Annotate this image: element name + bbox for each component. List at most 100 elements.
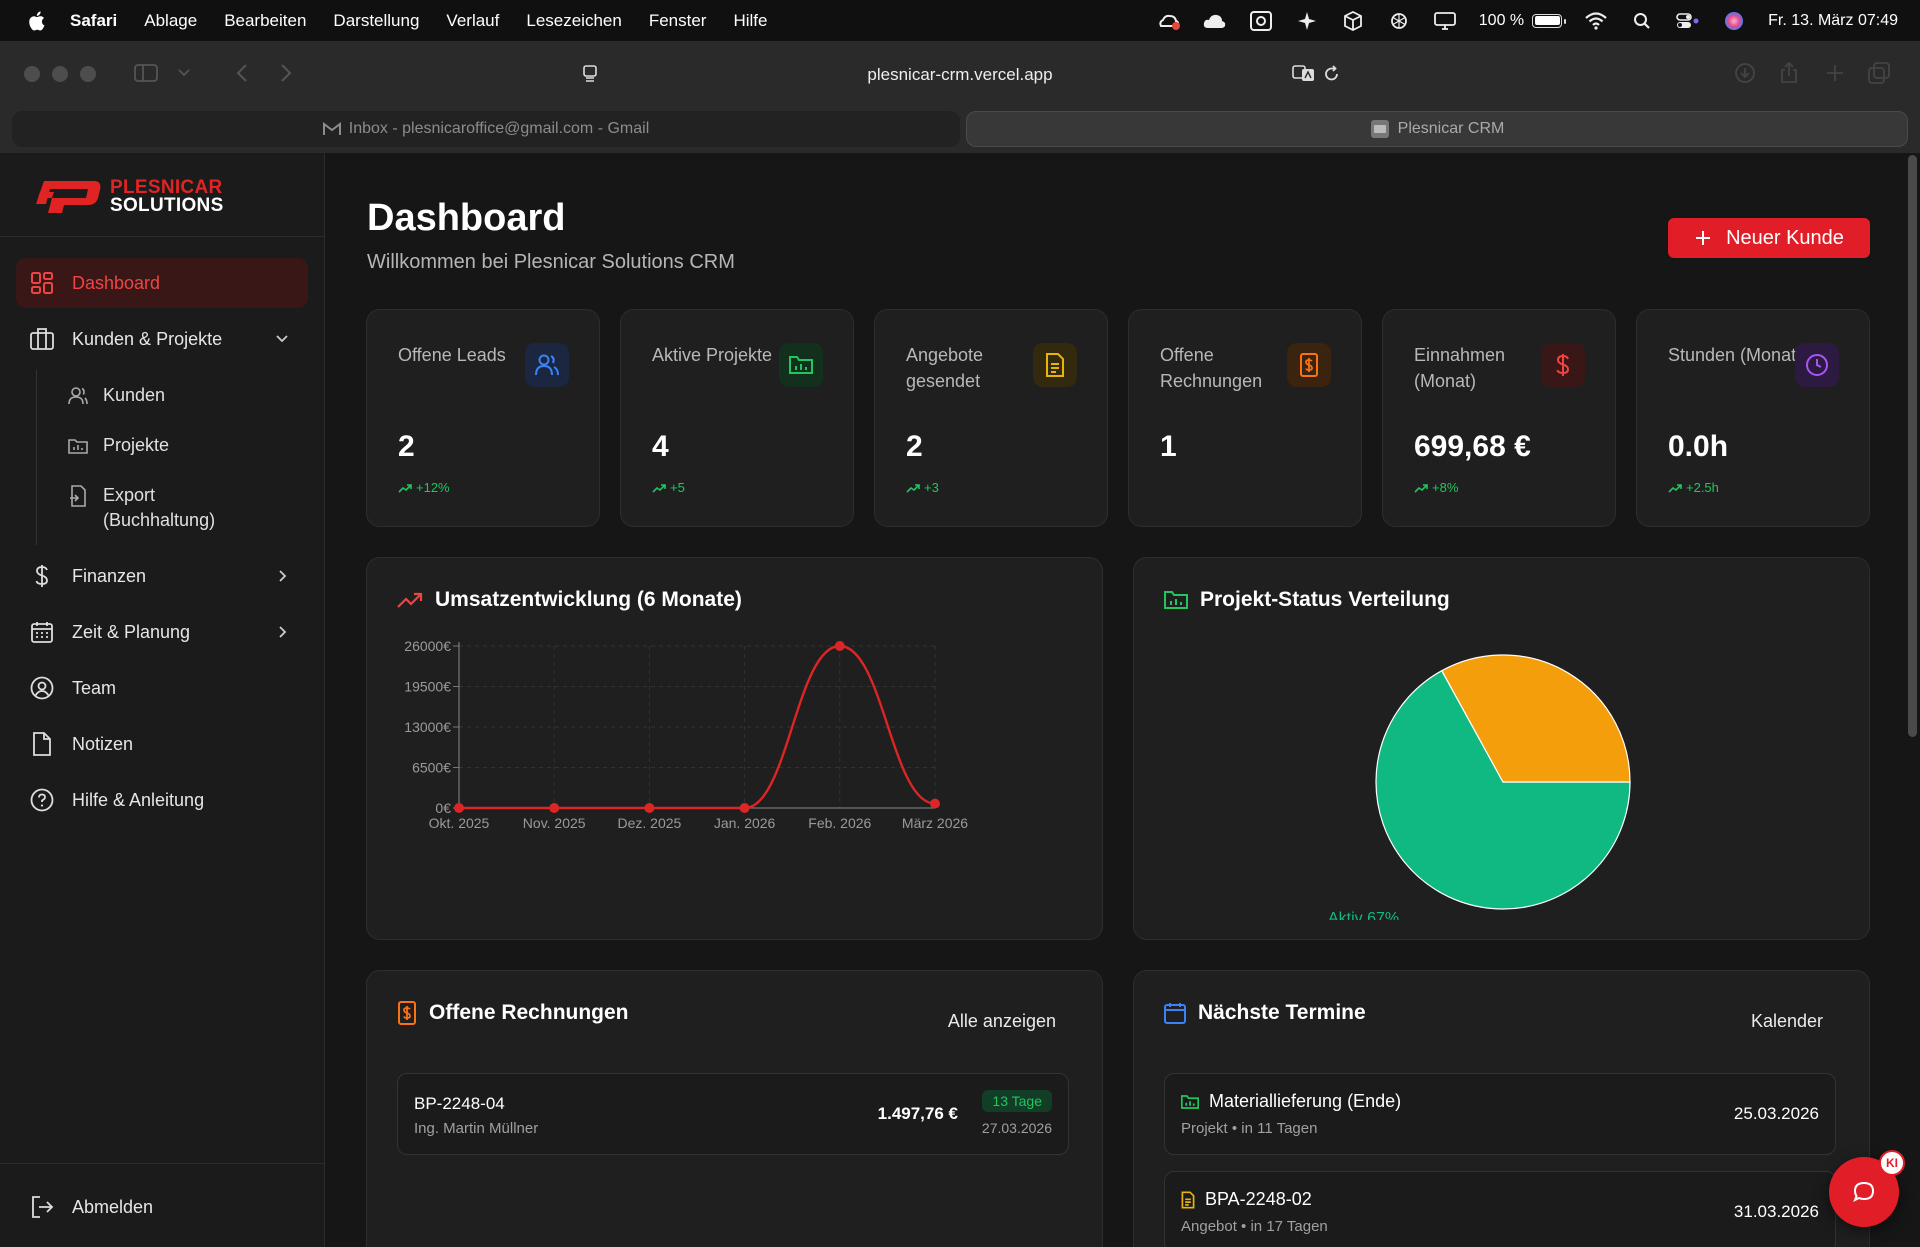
sidebar-item-notizen[interactable]: Notizen — [16, 719, 308, 769]
menu-bearbeiten[interactable]: Bearbeiten — [224, 10, 307, 30]
revenue-line-chart[interactable]: 0€ 6500€ 13000€ 19500€ 26000€ Okt. 2025 Nov. 2… — [367, 558, 1103, 940]
minimize-window-button[interactable] — [52, 66, 68, 82]
downloads-icon[interactable] — [1733, 62, 1757, 84]
event-meta: Angebot • in 17 Tagen — [1181, 1218, 1328, 1235]
apple-icon[interactable] — [26, 10, 46, 32]
stat-card-angebote[interactable]: Angebote gesendet 2 +3 — [874, 309, 1108, 527]
x-tick-label: Dez. 2025 — [617, 815, 681, 831]
users-icon — [525, 343, 569, 387]
close-window-button[interactable] — [24, 66, 40, 82]
event-row[interactable]: Materiallieferung (Ende) Projekt • in 11… — [1164, 1073, 1836, 1155]
spotlight-search-icon[interactable] — [1630, 11, 1654, 31]
sidebar-item-kunden-projekte[interactable]: Kunden & Projekte — [16, 314, 308, 364]
wifi-icon[interactable] — [1584, 11, 1608, 31]
forward-icon[interactable] — [274, 62, 298, 84]
sidebar: PLESNICAR SOLUTIONS Dashboard Kunden & P… — [0, 153, 325, 1247]
page-scrollbar[interactable] — [1908, 155, 1917, 737]
back-icon[interactable] — [230, 62, 254, 84]
sidebar-toggle-icon[interactable] — [134, 62, 158, 84]
menu-ablage[interactable]: Ablage — [144, 10, 198, 30]
reader-icon[interactable] — [578, 62, 602, 84]
translate-icon[interactable] — [1292, 62, 1316, 84]
folder-chart-icon — [779, 343, 823, 387]
screenshot-icon[interactable] — [1249, 10, 1273, 31]
invoices-title: Offene Rechnungen — [429, 1001, 629, 1024]
brand-logo[interactable]: PLESNICAR SOLUTIONS — [34, 178, 224, 216]
tab-gmail[interactable]: Inbox - plesnicaroffice@gmail.com - Gmai… — [12, 111, 960, 147]
data-point — [549, 803, 560, 813]
new-customer-button[interactable]: Neuer Kunde — [1668, 218, 1870, 258]
zoom-window-button[interactable] — [80, 66, 96, 82]
menu-verlauf[interactable]: Verlauf — [446, 10, 500, 30]
stat-label: Einnahmen (Monat) — [1414, 345, 1506, 391]
box-icon[interactable] — [1341, 10, 1365, 31]
sidebar-item-label: Kunden & Projekte — [72, 328, 223, 349]
folder-chart-icon — [67, 435, 89, 457]
show-all-invoices-link[interactable]: Alle anzeigen — [947, 1011, 1056, 1031]
menu-clock[interactable]: Fr. 13. März 07:49 — [1768, 11, 1898, 29]
data-point — [644, 803, 655, 813]
menu-hilfe[interactable]: Hilfe — [733, 10, 768, 30]
sidebar-item-export[interactable]: Export (Buchhaltung) — [51, 470, 308, 545]
chevron-down-icon — [276, 335, 288, 343]
menu-app-name[interactable]: Safari — [70, 10, 118, 30]
event-meta: Projekt • in 11 Tagen — [1181, 1120, 1318, 1137]
menu-darstellung[interactable]: Darstellung — [333, 10, 420, 30]
status-pie-chart[interactable] — [1134, 558, 1870, 940]
display-icon[interactable] — [1433, 11, 1457, 31]
dollar-icon — [1541, 343, 1585, 387]
trend-up-icon — [1668, 483, 1682, 493]
control-center-icon[interactable] — [1676, 11, 1700, 31]
calendar-icon — [1164, 1003, 1186, 1024]
menu-fenster[interactable]: Fenster — [648, 10, 707, 30]
sidebar-item-team[interactable]: Team — [16, 663, 308, 713]
menu-lesezeichen[interactable]: Lesezeichen — [526, 10, 622, 30]
x-tick-label: Nov. 2025 — [523, 815, 586, 831]
siri-icon[interactable] — [1722, 11, 1746, 31]
cloud-icon[interactable] — [1203, 11, 1227, 31]
stat-value: 0.0h — [1668, 430, 1729, 463]
sidebar-item-zeit-planung[interactable]: Zeit & Planung — [16, 607, 308, 657]
tab-plesnicar-crm[interactable]: Plesnicar CRM — [966, 111, 1908, 147]
document-icon — [1033, 343, 1077, 387]
status-chart-panel: Projekt-Status Verteilung Aktiv 67% — [1133, 557, 1870, 940]
dashboard-grid-icon — [30, 271, 54, 295]
tab-overview-icon[interactable] — [1867, 62, 1891, 84]
event-title: BPA-2248-02 — [1181, 1189, 1312, 1210]
address-bar[interactable]: plesnicar-crm.vercel.app — [867, 65, 1053, 84]
openai-icon[interactable] — [1387, 11, 1411, 31]
invoice-row[interactable]: BP-2248-04 Ing. Martin Müllner 1.497,76 … — [397, 1073, 1069, 1155]
stat-label: Stunden (Monat) — [1668, 345, 1803, 365]
battery-status[interactable]: 100 % — [1479, 12, 1567, 30]
sidebar-item-label: Export (Buchhaltung) — [103, 485, 216, 530]
sidebar-item-hilfe[interactable]: Hilfe & Anleitung — [16, 775, 308, 825]
sidebar-item-dashboard[interactable]: Dashboard — [16, 258, 308, 308]
sidebar-item-finanzen[interactable]: Finanzen — [16, 551, 308, 601]
sidebar-item-projekte[interactable]: Projekte — [51, 420, 308, 470]
event-title-text: BPA-2248-02 — [1205, 1189, 1312, 1209]
stat-card-stunden[interactable]: Stunden (Monat) 0.0h +2.5h — [1636, 309, 1870, 527]
stat-card-rechnungen[interactable]: Offene Rechnungen 1 — [1128, 309, 1362, 527]
reload-icon[interactable] — [1320, 62, 1344, 84]
sparkle-icon[interactable] — [1295, 11, 1319, 31]
document-icon — [1181, 1190, 1195, 1209]
stat-value: 2 — [906, 430, 923, 463]
creative-cloud-icon[interactable] — [1157, 11, 1181, 31]
new-tab-icon[interactable] — [1823, 62, 1847, 84]
chat-bubble-icon — [1853, 1181, 1875, 1203]
stat-card-projekte[interactable]: Aktive Projekte 4 +5 — [620, 309, 854, 527]
sidebar-divider — [0, 1163, 324, 1164]
stat-card-einnahmen[interactable]: Einnahmen (Monat) 699,68 € +8% — [1382, 309, 1616, 527]
stat-card-leads[interactable]: Offene Leads 2 +12% — [366, 309, 600, 527]
share-icon[interactable] — [1777, 62, 1801, 84]
calendar-link[interactable]: Kalender — [1750, 1011, 1823, 1031]
chevron-down-icon[interactable] — [172, 62, 196, 84]
panel-title: Offene Rechnungen — [397, 1001, 629, 1025]
sidebar-nav: Dashboard Kunden & Projekte Kunden Proje… — [16, 258, 308, 831]
sidebar-item-kunden[interactable]: Kunden — [51, 370, 308, 420]
stat-trend-value: +12% — [416, 480, 450, 495]
event-row[interactable]: BPA-2248-02 Angebot • in 17 Tagen 31.03.… — [1164, 1171, 1836, 1247]
logout-button[interactable]: Abmelden — [30, 1195, 153, 1219]
event-date: 25.03.2026 — [1733, 1104, 1819, 1123]
x-tick-label: Okt. 2025 — [429, 815, 490, 831]
